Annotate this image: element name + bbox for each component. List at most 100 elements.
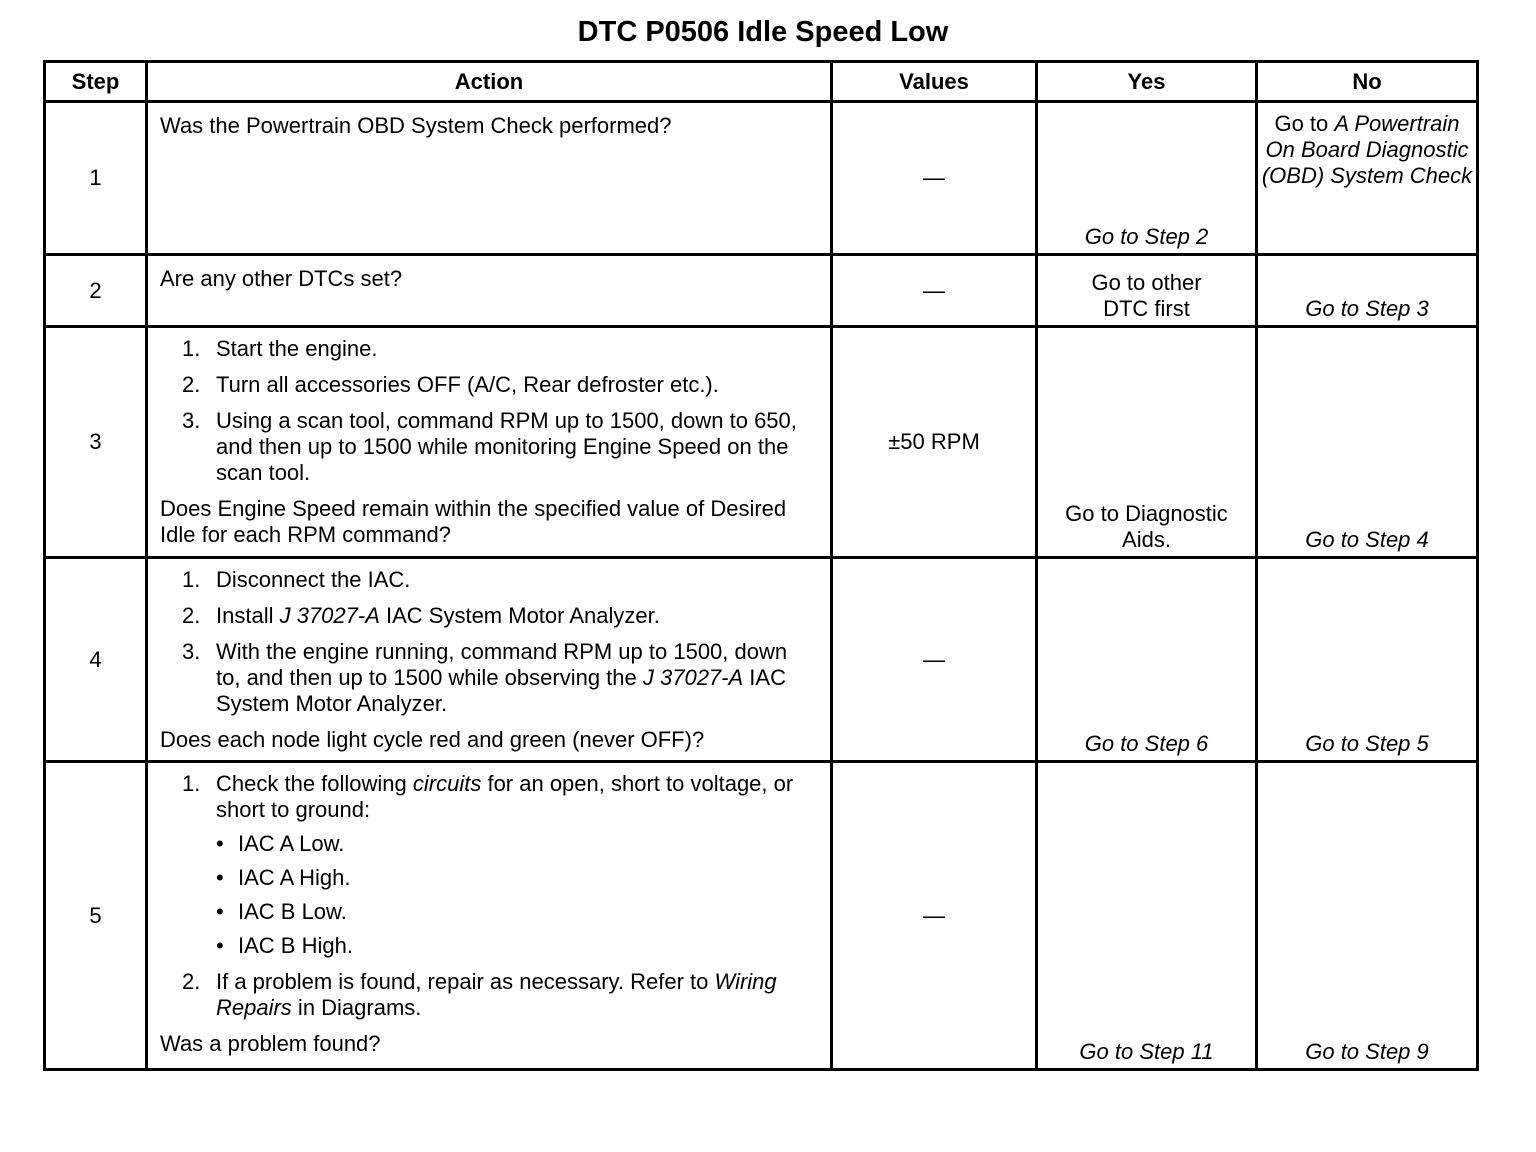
table-row: 2 Are any other DTCs set? — Go to other … [43,253,1479,328]
list-item: 1. Check the following circuits for an op… [182,771,806,823]
list-item: 1. Start the engine. [182,336,806,362]
value-cell: — [830,760,1038,1071]
list-item: 2. Turn all accessories OFF (A/C, Rear de… [182,372,806,398]
no-cell: Go to Step 9 [1255,760,1479,1071]
step-number: 3 [43,325,148,559]
action-question: Does each node light cycle red and green… [160,727,705,752]
item-text: Start the engine. [216,336,378,361]
action-question: Are any other DTCs set? [160,266,403,291]
step-number: 2 [43,253,148,328]
action-question: Does Engine Speed remain within the spec… [160,496,787,547]
item-text: Install J 37027-A IAC System Motor Analy… [216,603,806,629]
yes-text: Go to Diagnostic Aids. [1065,501,1228,552]
yes-text: Go to Step 6 [1084,731,1209,756]
yes-text: Go to Step 2 [1084,224,1209,249]
item-text: With the engine running, command RPM up … [216,639,806,717]
table-row: 5 1. Check the following circuits for an … [43,760,1479,1071]
bullet-text: IAC B High. [238,933,353,958]
table-row: 4 1. Disconnect the IAC. 2. Install J 3702… [43,556,1479,763]
header-step: Step [43,60,148,103]
table-row: 3 1. Start the engine. 2. Turn all accesso… [43,325,1479,559]
item-text: If a problem is found, repair as necessa… [216,969,806,1021]
value-cell: — [830,100,1038,256]
step-number: 1 [43,100,148,256]
no-text: Go to Step 4 [1305,527,1429,552]
action-cell: 1. Check the following circuits for an op… [145,760,833,1071]
no-cell: Go to Step 4 [1255,325,1479,559]
list-item: 3. With the engine running, command RPM u… [182,639,806,717]
header-no: No [1255,60,1479,103]
diagnostic-table: Step Action Values Yes No 1 Was the Powe… [43,60,1479,1071]
value-cell: ±50 RPM [830,325,1038,559]
bullet-item: • IAC B High. [216,933,806,959]
step-number: 5 [43,760,148,1071]
yes-cell: Go to Diagnostic Aids. [1035,325,1258,559]
wiring-repairs-reference: Wiring Repairs [216,969,777,1020]
action-question: Was the Powertrain OBD System Check perf… [160,113,672,138]
action-cell: Was the Powertrain OBD System Check perf… [145,100,833,256]
action-cell: 1. Start the engine. 2. Turn all accessori… [145,325,833,559]
text-emphasis: circuits [412,771,482,796]
header-values: Values [830,60,1038,103]
item-number: 1. [182,771,201,796]
yes-cell: Go to Step 2 [1035,100,1258,256]
no-text: Go to Step 3 [1305,296,1429,321]
text-segment: in Diagrams. [291,995,422,1020]
yes-cell: Go to Step 6 [1035,556,1258,763]
bullet-icon: • [216,831,224,856]
no-cell: Go to Step 3 [1255,253,1479,328]
action-question: Was a problem found? [160,1031,381,1056]
item-text: Check the following circuits for an open… [216,771,806,823]
item-number: 2. [182,372,201,397]
action-cell: Are any other DTCs set? [145,253,833,328]
header-action: Action [145,60,833,103]
list-item: 2. If a problem is found, repair as neces… [182,969,806,1021]
item-text: Disconnect the IAC. [216,567,411,592]
bullet-item: • IAC A High. [216,865,806,891]
text-segment: With the engine running, command RPM up … [216,639,788,690]
item-text: Using a scan tool, command RPM up to 150… [216,408,797,485]
bullet-text: IAC A High. [238,865,351,890]
no-text: Go to Step 5 [1305,731,1429,756]
item-number: 3. [182,639,201,664]
no-text: Go to Step 9 [1305,1039,1429,1064]
bullet-text: IAC A Low. [238,831,345,856]
value-cell: — [830,556,1038,763]
item-number: 1. [182,336,201,361]
bullet-text: IAC B Low. [238,899,347,924]
no-link: A Powertrain On Board Diagnostic (OBD) S… [1261,111,1473,188]
bullet-item: • IAC A Low. [216,831,806,857]
item-number: 2. [182,603,201,628]
item-number: 3. [182,408,201,433]
no-prefix: Go to [1274,111,1329,136]
bullet-icon: • [216,899,224,924]
bullet-item: • IAC B Low. [216,899,806,925]
no-cell: Go to A Powertrain On Board Diagnostic (… [1255,100,1479,256]
page-title: DTC P0506 Idle Speed Low [577,16,949,48]
text-segment: Check the following [216,771,413,796]
yes-text: Go to other DTC first [1091,270,1202,321]
text-segment: Install [216,603,280,628]
action-cell: 1. Disconnect the IAC. 2. Install J 37027-… [145,556,833,763]
table-header-row: Step Action Values Yes No [43,60,1479,103]
value-cell: — [830,253,1038,328]
header-yes: Yes [1035,60,1258,103]
item-number: 2. [182,969,201,994]
step-number: 4 [43,556,148,763]
bullet-icon: • [216,933,224,958]
bullet-icon: • [216,865,224,890]
list-item: 2. Install J 37027-A IAC System Motor Ana… [182,603,806,629]
table-row: 1 Was the Powertrain OBD System Check pe… [43,100,1479,256]
text-segment: IAC System Motor Analyzer. [216,665,786,716]
list-item: 1. Disconnect the IAC. [182,567,806,593]
item-text: Turn all accessories OFF (A/C, Rear defr… [216,372,719,397]
yes-cell: Go to other DTC first [1035,253,1258,328]
yes-text: Go to Step 11 [1079,1039,1214,1064]
yes-cell: Go to Step 11 [1035,760,1258,1071]
text-segment: If a problem is found, repair as necessa… [216,969,715,994]
item-number: 1. [182,567,201,592]
list-item: 3. Using a scan tool, command RPM up to 1… [182,408,806,486]
tool-reference: J 37027-A [642,665,744,690]
no-cell: Go to Step 5 [1255,556,1479,763]
text-segment: IAC System Motor Analyzer. [379,603,660,628]
